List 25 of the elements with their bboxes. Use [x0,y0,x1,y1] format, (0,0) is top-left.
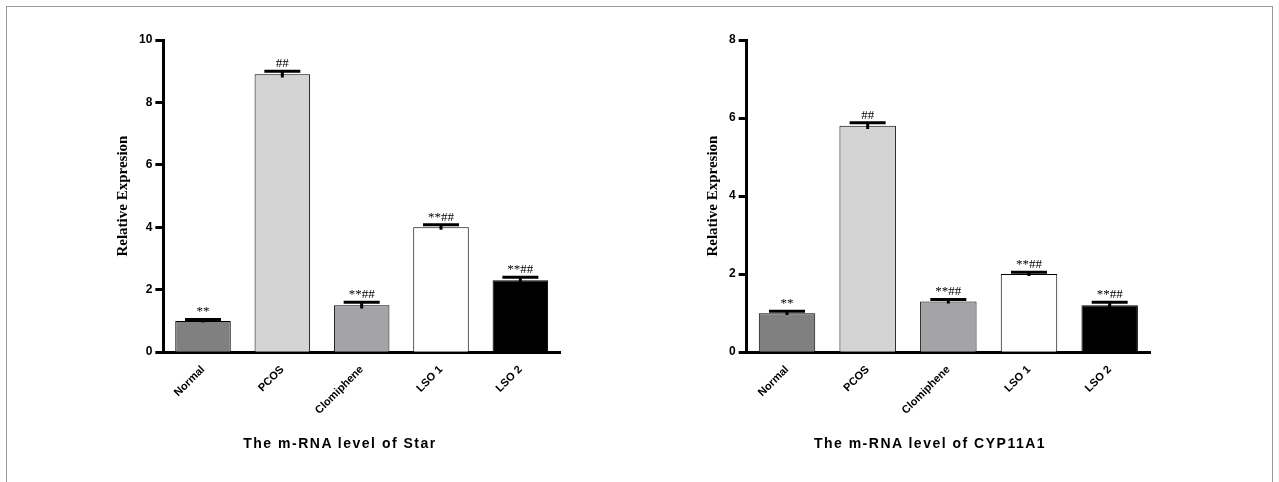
annotation: ** [196,303,210,319]
annotation: **## [428,208,455,224]
y-tick-label: 0 [728,344,736,359]
y-tick-label: 2 [728,266,736,281]
y-tick-label: 0 [145,344,153,359]
text: The m-RNA level of CYP11A1 [812,435,1048,451]
y-tick-label: 6 [145,157,153,172]
annotation: **## [935,283,962,299]
y-tick-label: 2 [145,282,153,297]
text: The m-RNA level of Star [242,435,438,451]
y-tick-label: 6 [728,110,736,125]
y-tick-label: 4 [728,188,736,203]
annotation: **## [1096,286,1124,302]
y-axis-title: Relative Expresion [703,134,720,257]
annotation: **## [348,286,376,302]
annotation: **## [1016,256,1043,272]
y-axis-title: Relative Expresion [113,134,130,257]
annotation: ## [275,55,290,71]
annotation: ## [861,106,875,122]
y-tick-label: 4 [145,219,153,234]
y-tick-label: 8 [728,32,736,47]
y-tick-label: 10 [138,32,153,47]
annotation: **## [507,261,534,277]
y-tick-label: 8 [145,94,153,109]
annotation: ** [780,295,794,311]
